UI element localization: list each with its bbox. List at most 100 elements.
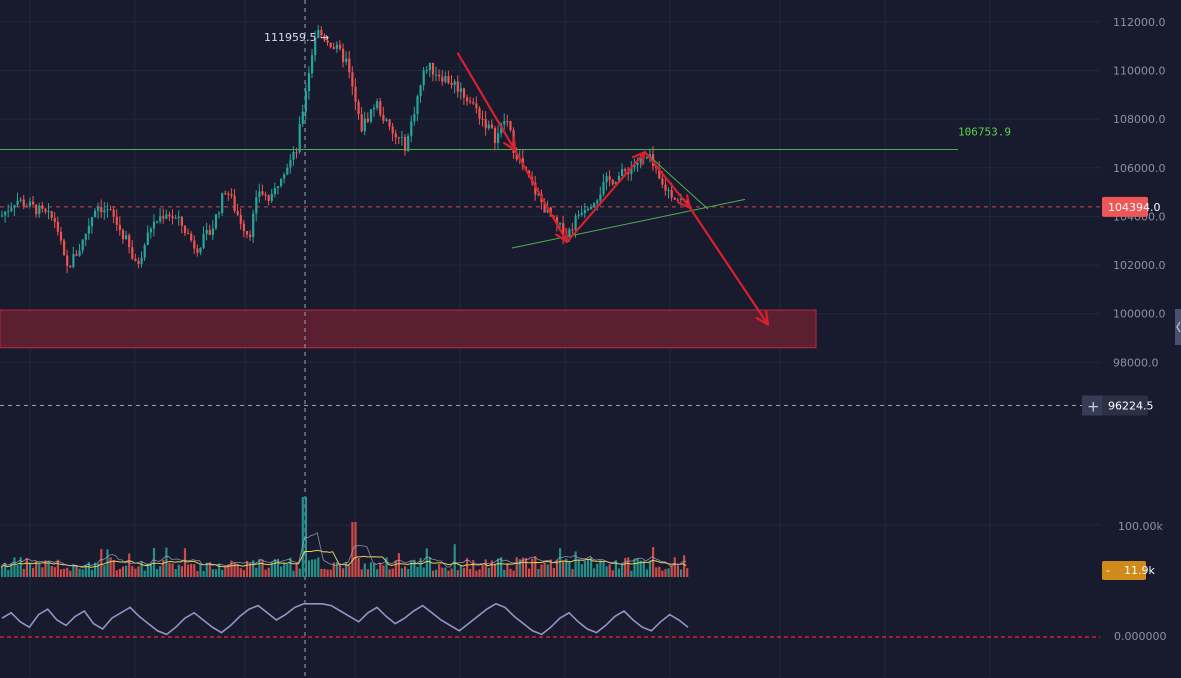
candle-body — [273, 188, 276, 194]
volume-bar — [289, 557, 292, 577]
volume-bar — [596, 563, 599, 577]
candle-body — [621, 169, 624, 177]
volume-bar — [490, 560, 493, 577]
volume-bar — [44, 560, 47, 577]
volume-bar — [311, 559, 314, 577]
volume-bar — [410, 560, 413, 577]
volume-bar — [428, 557, 431, 577]
candle-body — [338, 44, 342, 49]
candle-body — [22, 199, 25, 207]
volume-bar — [187, 564, 190, 577]
volume-bar — [456, 570, 459, 577]
candle-body — [267, 195, 270, 201]
candle-body — [90, 217, 94, 227]
candle-body — [543, 202, 546, 213]
volume-bar — [314, 559, 317, 577]
candle-body — [125, 235, 128, 240]
last-price-badge-label: 104394.0 — [1108, 201, 1161, 214]
volume-bar — [611, 570, 614, 577]
volume-bar — [627, 557, 630, 577]
volume-bar — [338, 564, 342, 577]
side-panel-toggle[interactable] — [1175, 309, 1181, 345]
candle-body — [165, 214, 168, 219]
candle-body — [459, 88, 462, 92]
candle-body — [673, 197, 676, 200]
volume-bar — [326, 569, 329, 577]
volume-bar — [202, 570, 205, 577]
support-zone — [0, 309, 817, 349]
volume-bar — [214, 569, 218, 577]
volume-bar — [75, 566, 78, 577]
candle-body — [571, 229, 574, 231]
volume-bar — [267, 567, 270, 577]
volume-bar — [447, 570, 450, 577]
volume-bar — [462, 567, 466, 577]
plus-icon: + — [1087, 398, 1100, 416]
candle-body — [394, 133, 397, 138]
volume-bar — [518, 559, 521, 577]
candle-body — [562, 222, 565, 237]
volume-bar — [661, 570, 664, 577]
volume-bar — [295, 562, 298, 577]
candle-body — [286, 167, 289, 175]
volume-bar — [41, 567, 44, 577]
candle-body — [605, 176, 608, 183]
volume-bar — [394, 560, 397, 577]
candle-body — [317, 29, 320, 39]
projection-arrows[interactable] — [456, 52, 770, 326]
volume-bar — [577, 559, 580, 577]
candle-body — [515, 152, 518, 160]
candle-body — [686, 200, 689, 205]
candle-body — [59, 231, 63, 241]
oscillator-axis-tick: 0.000000 — [1114, 630, 1167, 643]
candle-body — [146, 232, 149, 245]
volume-bar — [81, 569, 84, 577]
candle-body — [162, 216, 165, 219]
volume-bar — [512, 570, 515, 577]
candle-body — [447, 76, 450, 84]
candle-body — [10, 207, 13, 211]
candle-body — [462, 88, 466, 98]
volume-bar — [679, 569, 683, 577]
arrow-segment — [643, 150, 692, 210]
volume-bar — [183, 548, 187, 577]
volume-bar — [382, 565, 385, 577]
candle-body — [559, 222, 562, 225]
volume-bar — [549, 559, 552, 577]
volume-bar — [602, 561, 605, 577]
price-axis[interactable]: 112000.0110000.0108000.0106000.0104000.0… — [1113, 16, 1166, 369]
candle-body — [425, 70, 428, 72]
candle-body — [453, 81, 456, 85]
volume-bar — [87, 562, 90, 577]
volume-bar — [137, 566, 140, 577]
candle-body — [109, 209, 112, 211]
candle-body — [47, 211, 50, 213]
candle-body — [236, 210, 239, 216]
candle-body — [354, 86, 357, 102]
triangle-upper-trendline[interactable] — [643, 150, 709, 210]
candle-body — [593, 203, 596, 207]
candle-body — [252, 213, 255, 237]
candle-body — [360, 114, 363, 132]
volume-bar — [608, 564, 611, 577]
volume-badge — [1102, 561, 1146, 580]
candle-body — [580, 213, 583, 215]
crosshair-price-label: 96224.5 — [1108, 400, 1154, 413]
volume-bar — [509, 568, 512, 577]
candle-body — [348, 58, 351, 73]
volume-bar — [667, 568, 670, 577]
volume-bar — [531, 558, 534, 577]
volume-bar — [524, 557, 528, 577]
candle-body — [658, 168, 661, 179]
grid-lines — [0, 0, 1100, 678]
volume-bar — [475, 570, 478, 577]
arrow-segment — [456, 52, 517, 152]
candle-body — [422, 70, 425, 86]
candle-body — [428, 62, 431, 71]
volume-bar — [683, 555, 686, 577]
triangle-lower-trendline[interactable] — [511, 198, 746, 249]
candle-body — [410, 121, 413, 136]
candle-body — [199, 247, 202, 253]
add-alert-button[interactable] — [1082, 395, 1102, 416]
